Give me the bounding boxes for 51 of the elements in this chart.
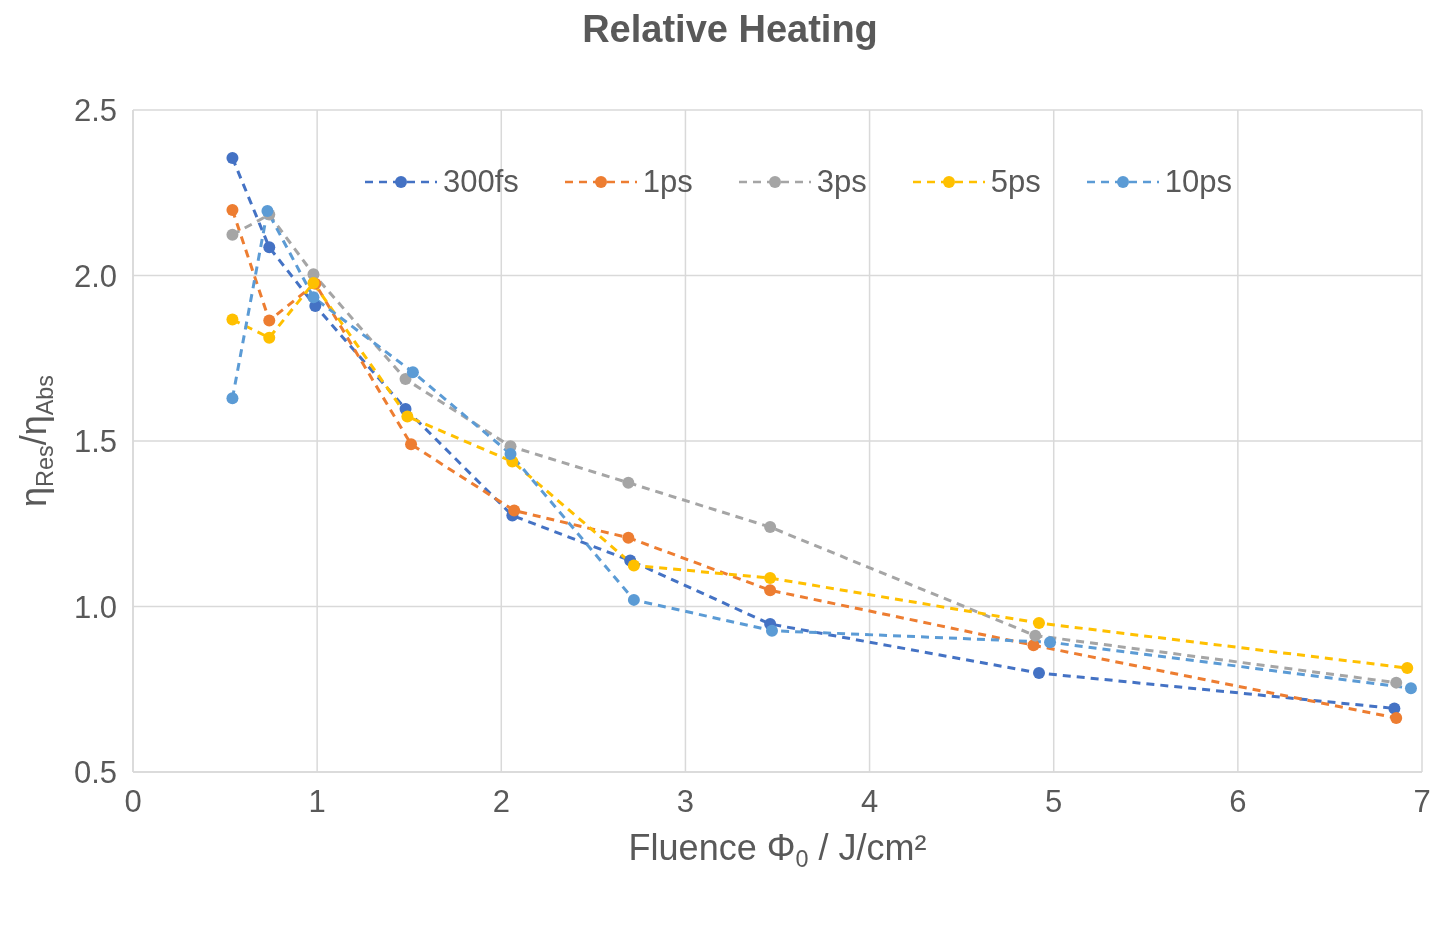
x-axis-title: Fluence Φ$_{0}$ / J/cm² [628,827,927,872]
point [622,531,635,544]
point [1044,636,1057,649]
point [764,572,777,585]
point [1390,712,1403,725]
point [307,291,320,304]
point [504,447,517,460]
y-tick-label: 0.5 [73,755,117,791]
point [622,476,635,489]
y-tick-label: 2.0 [73,258,117,294]
x-tick-label: 0 [124,784,142,820]
legend-label: 10ps [1164,164,1233,200]
point [263,331,276,344]
legend-label: 5ps [990,164,1041,200]
legend-label: 3ps [816,164,867,200]
point [263,241,276,254]
point [226,203,239,216]
point [627,593,640,606]
x-tick-label: 7 [1413,784,1431,820]
point [1404,682,1417,695]
point [401,410,414,423]
x-tick-label: 3 [676,784,695,820]
point [627,559,640,572]
point [406,366,419,379]
x-tick-label: 2 [492,784,510,820]
point [1032,667,1045,680]
x-tick-label: 5 [1045,784,1063,820]
legend-label: 1ps [642,164,693,200]
point [508,504,521,517]
legend-label: 300fs [443,164,519,200]
point [226,392,239,405]
point [1390,676,1403,689]
point [226,313,239,326]
x-tick-label: 1 [308,784,326,820]
y-tick-label: 1.5 [73,424,117,460]
chart-title: Relative Heating [581,8,879,52]
y-tick-label: 2.5 [73,93,117,129]
point [226,228,239,241]
point [1032,617,1045,630]
point [405,438,418,451]
point [261,204,274,217]
x-tick-label: 6 [1229,784,1247,820]
y-tick-label: 1.0 [73,589,117,625]
point [1029,629,1042,642]
point [226,152,239,164]
x-tick-label: 4 [860,784,879,820]
point [764,584,777,597]
point [1401,662,1414,675]
point [764,521,777,534]
point [263,314,276,327]
point [765,624,778,637]
